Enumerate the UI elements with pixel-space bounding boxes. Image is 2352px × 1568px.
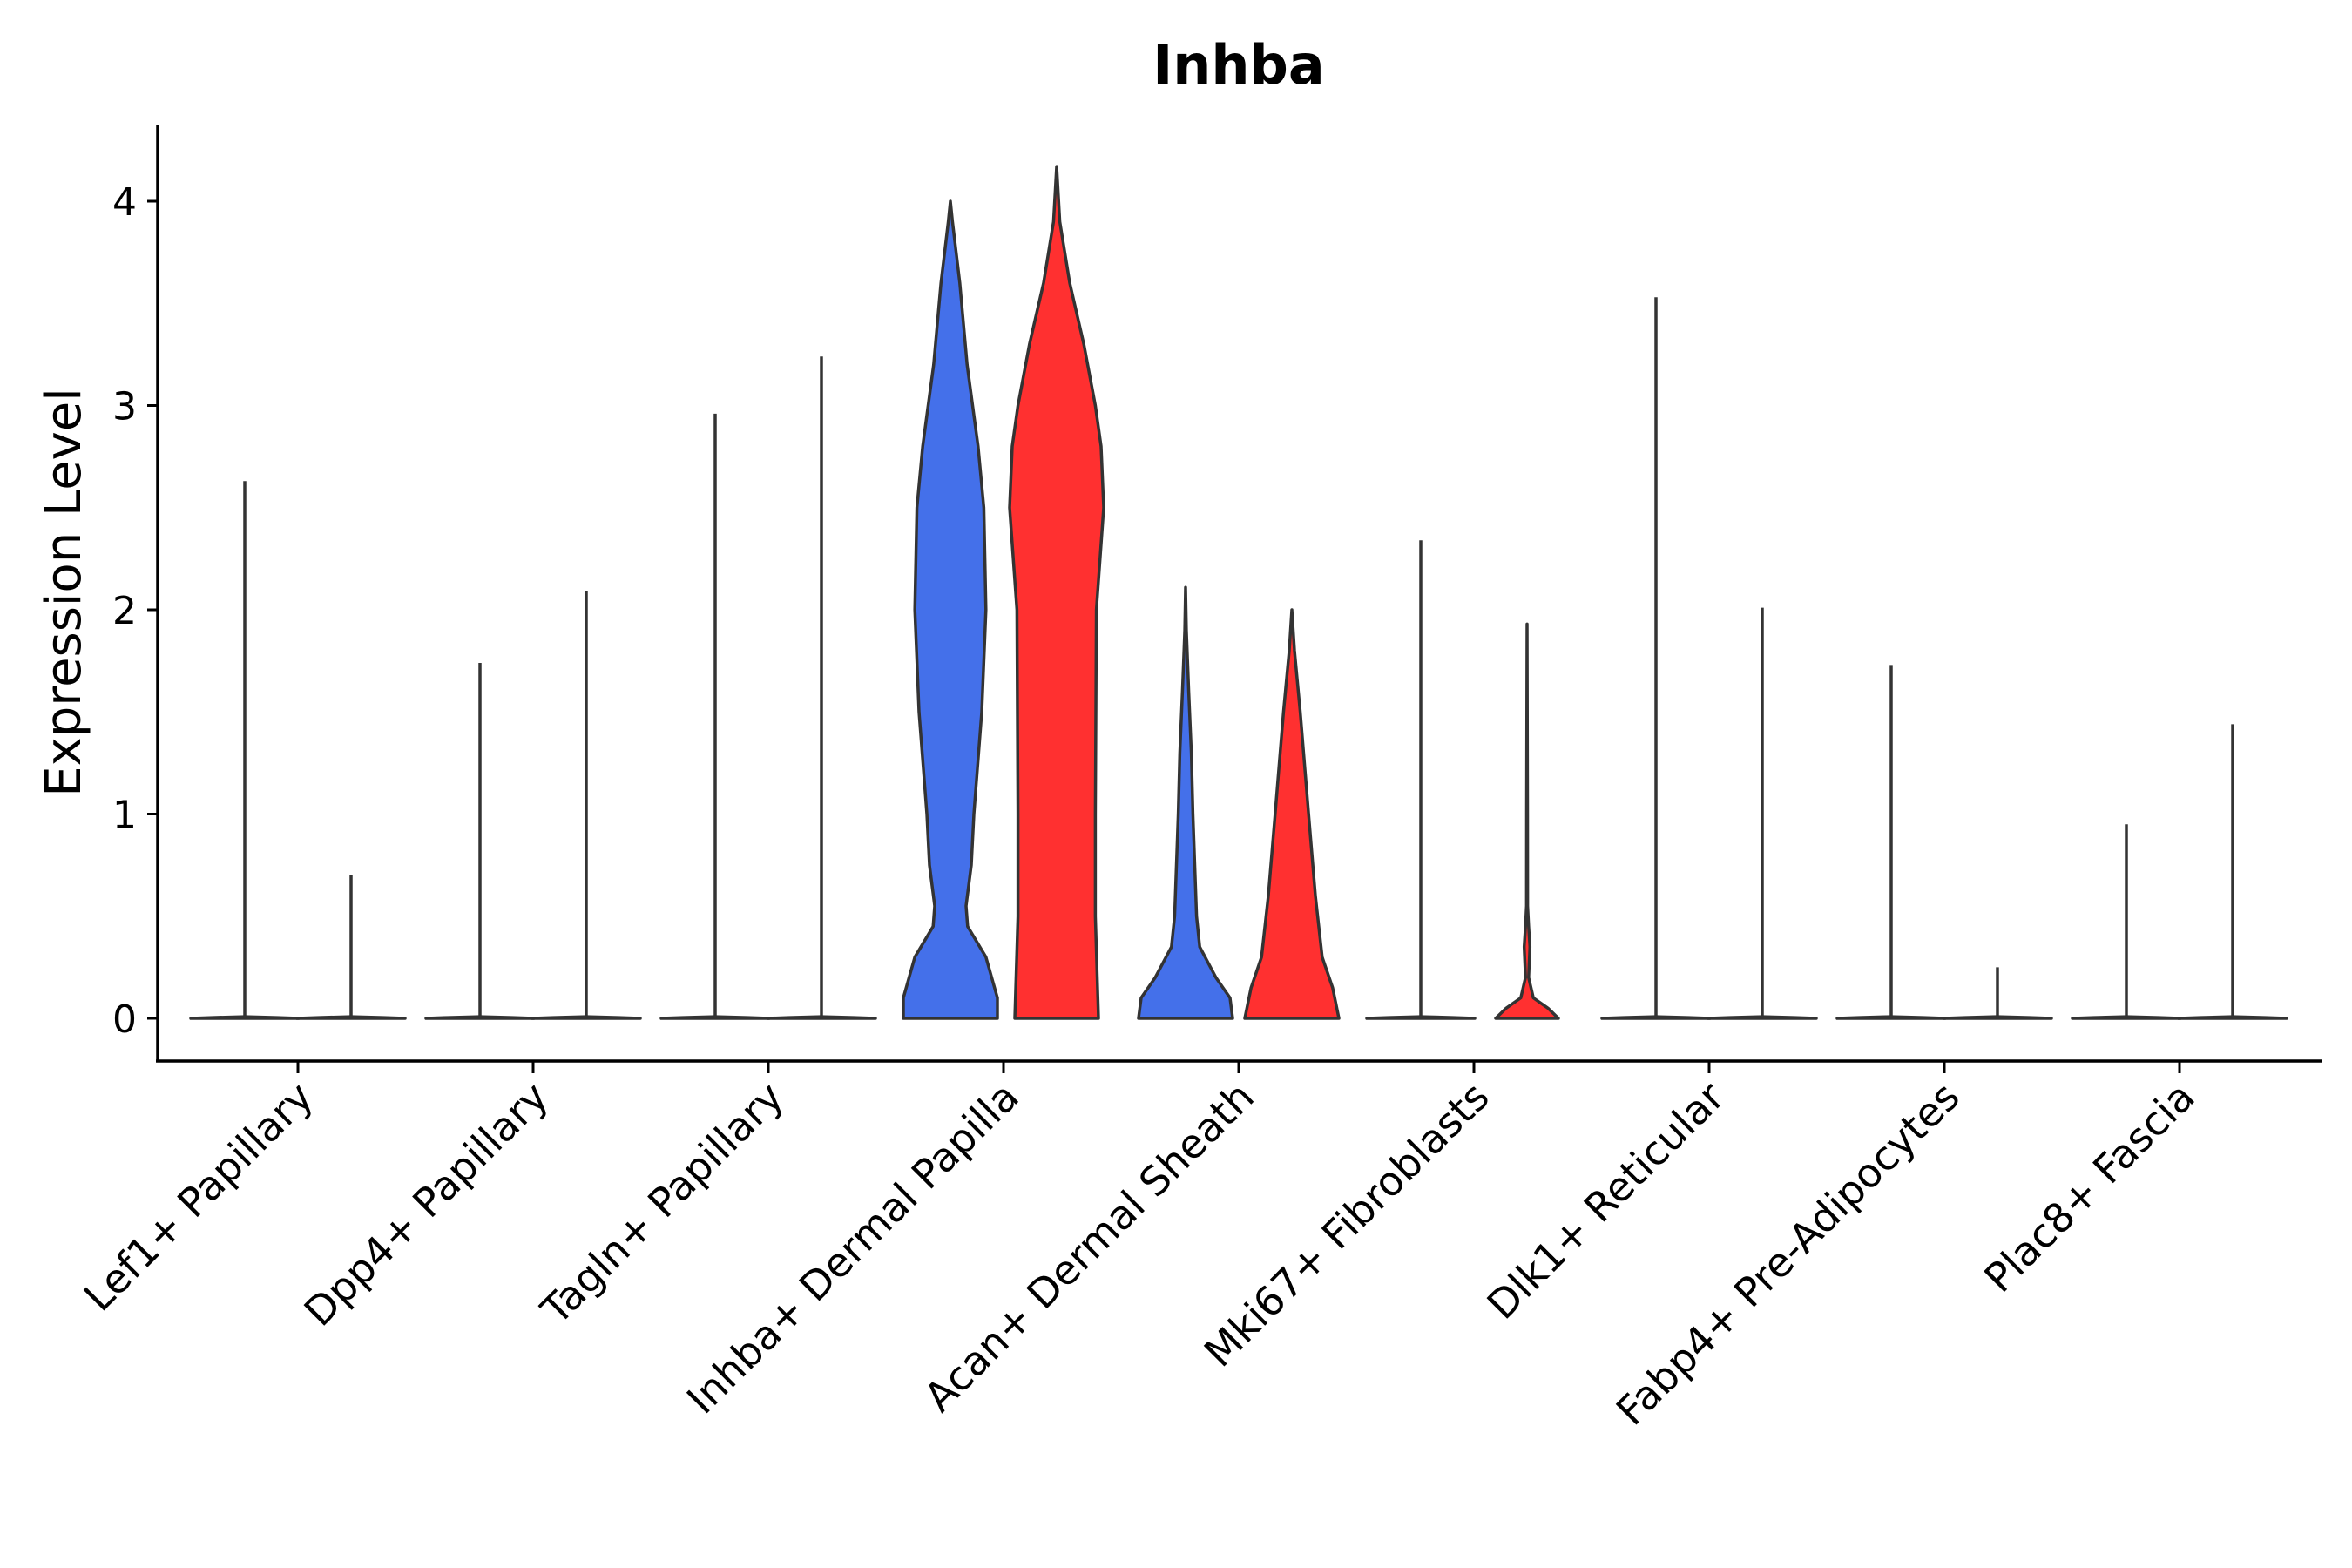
violin-tagln-papillary-group-2 (766, 356, 877, 1020)
x-tick-label-plac8-fascia: Plac8+ Fascia (1975, 1073, 2203, 1301)
violin-fabp4-pre-adipocytes-group-1 (1835, 665, 1947, 1020)
y-tick-label-2: 2 (112, 589, 137, 633)
violin-mki67-fibroblasts-group-1 (1365, 540, 1477, 1020)
y-tick-label-3: 3 (112, 385, 137, 429)
violin-dlk1-reticular-group-2 (1707, 607, 1818, 1020)
chart-title: Inhba (1152, 33, 1325, 97)
y-tick-label-0: 0 (112, 997, 137, 1042)
violin-dpp4-papillary-group-1 (424, 662, 536, 1020)
violin-body (1243, 608, 1341, 1020)
violin-plac8-fascia-group-2 (2177, 724, 2288, 1020)
violin-body (1494, 622, 1560, 1020)
violin-lef1-papillary-group-1 (189, 481, 301, 1020)
x-tick-label-tagln-papillary: Tagln+ Papillary (531, 1073, 793, 1335)
violin-fabp4-pre-adipocytes-group-2 (1942, 967, 2053, 1020)
y-tick-label-1: 1 (112, 794, 137, 838)
violin-body (1008, 165, 1105, 1020)
violin-tagln-papillary-group-1 (659, 413, 771, 1020)
violin-mki67-fibroblasts-group-2 (1494, 622, 1560, 1020)
x-tick-label-dlk1-reticular: Dlk1+ Reticular (1478, 1073, 1734, 1328)
violin-lef1-papillary-group-2 (295, 875, 407, 1020)
x-tick-label-dpp4-papillary: Dpp4+ Papillary (295, 1073, 558, 1335)
x-tick-label-lef1-papillary: Lef1+ Papillary (75, 1073, 322, 1321)
violin-inhba-dermal-papilla-group-1 (902, 199, 999, 1020)
violin-body (1137, 585, 1234, 1020)
violin-acan-dermal-sheath-group-1 (1137, 585, 1234, 1020)
violins-layer (189, 165, 2288, 1020)
violin-inhba-dermal-papilla-group-2 (1008, 165, 1105, 1020)
violin-dpp4-papillary-group-2 (531, 591, 642, 1020)
y-tick-label-4: 4 (112, 180, 137, 225)
y-ticks: 0 1 2 3 4 (112, 180, 158, 1042)
violin-body (902, 199, 999, 1020)
y-axis-label: Expression Level (36, 388, 92, 797)
violin-plac8-fascia-group-1 (2071, 824, 2182, 1020)
violin-acan-dermal-sheath-group-2 (1243, 608, 1341, 1020)
violin-dlk1-reticular-group-1 (1600, 297, 1712, 1020)
